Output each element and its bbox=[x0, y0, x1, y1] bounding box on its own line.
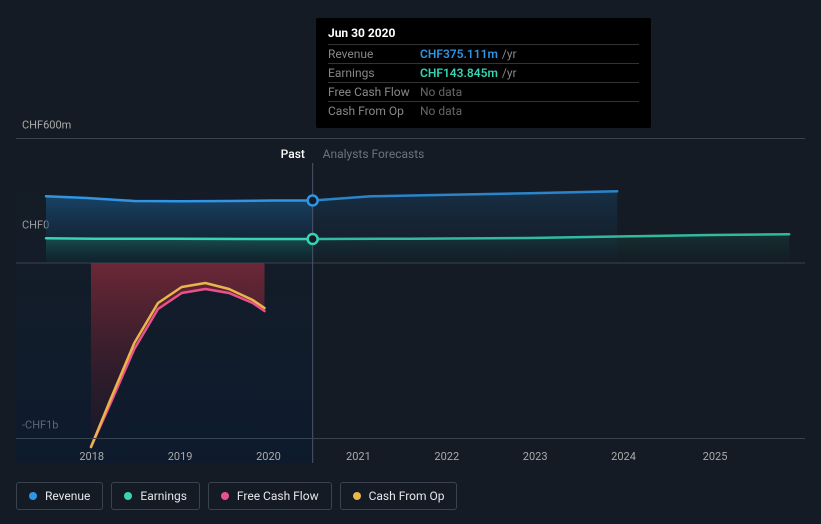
tooltip-row: EarningsCHF143.845m/yr bbox=[328, 63, 639, 82]
top-divider bbox=[16, 138, 805, 139]
legend-label: Revenue bbox=[45, 489, 90, 503]
tooltip-nodata: No data bbox=[420, 85, 462, 99]
x-axis-tick: 2023 bbox=[523, 450, 548, 463]
tooltip-value: CHF143.845m bbox=[420, 66, 498, 80]
legend-dot-icon bbox=[29, 492, 37, 500]
x-axis-tick: 2025 bbox=[703, 450, 728, 463]
tooltip-label: Cash From Op bbox=[328, 104, 420, 118]
legend-label: Cash From Op bbox=[369, 489, 445, 503]
label-forecast: Analysts Forecasts bbox=[323, 147, 425, 161]
x-axis-tick: 2024 bbox=[611, 450, 636, 463]
legend-dot-icon bbox=[353, 492, 361, 500]
legend-item[interactable]: Cash From Op bbox=[340, 482, 458, 510]
tooltip-nodata: No data bbox=[420, 104, 462, 118]
tooltip-label: Revenue bbox=[328, 47, 420, 61]
legend-label: Earnings bbox=[140, 489, 187, 503]
tooltip-label: Free Cash Flow bbox=[328, 85, 420, 99]
legend: Revenue Earnings Free Cash Flow Cash From O… bbox=[16, 482, 457, 510]
x-axis-tick: 2019 bbox=[168, 450, 193, 463]
tooltip-value: CHF375.111m bbox=[420, 47, 498, 61]
legend-item[interactable]: Free Cash Flow bbox=[208, 482, 332, 510]
legend-label: Free Cash Flow bbox=[237, 489, 319, 503]
legend-item[interactable]: Revenue bbox=[16, 482, 103, 510]
bottom-divider bbox=[16, 438, 805, 439]
label-past: Past bbox=[281, 147, 305, 161]
legend-dot-icon bbox=[221, 492, 229, 500]
x-axis-tick: 2018 bbox=[79, 450, 104, 463]
tooltip-label: Earnings bbox=[328, 66, 420, 80]
tooltip-row: Free Cash FlowNo data bbox=[328, 82, 639, 101]
tooltip-row: Cash From OpNo data bbox=[328, 101, 639, 120]
x-axis-tick: 2020 bbox=[256, 450, 281, 463]
tooltip-date: Jun 30 2020 bbox=[328, 26, 639, 44]
hover-tooltip: Jun 30 2020 RevenueCHF375.111m/yrEarning… bbox=[316, 18, 651, 128]
y-axis-label: CHF600m bbox=[22, 119, 71, 132]
x-axis-tick: 2022 bbox=[434, 450, 459, 463]
tooltip-row: RevenueCHF375.111m/yr bbox=[328, 44, 639, 63]
tooltip-unit: /yr bbox=[502, 66, 517, 80]
legend-dot-icon bbox=[124, 492, 132, 500]
legend-item[interactable]: Earnings bbox=[111, 482, 200, 510]
tooltip-unit: /yr bbox=[502, 47, 517, 61]
x-axis-tick: 2021 bbox=[346, 450, 371, 463]
chart-plot[interactable] bbox=[16, 163, 805, 463]
